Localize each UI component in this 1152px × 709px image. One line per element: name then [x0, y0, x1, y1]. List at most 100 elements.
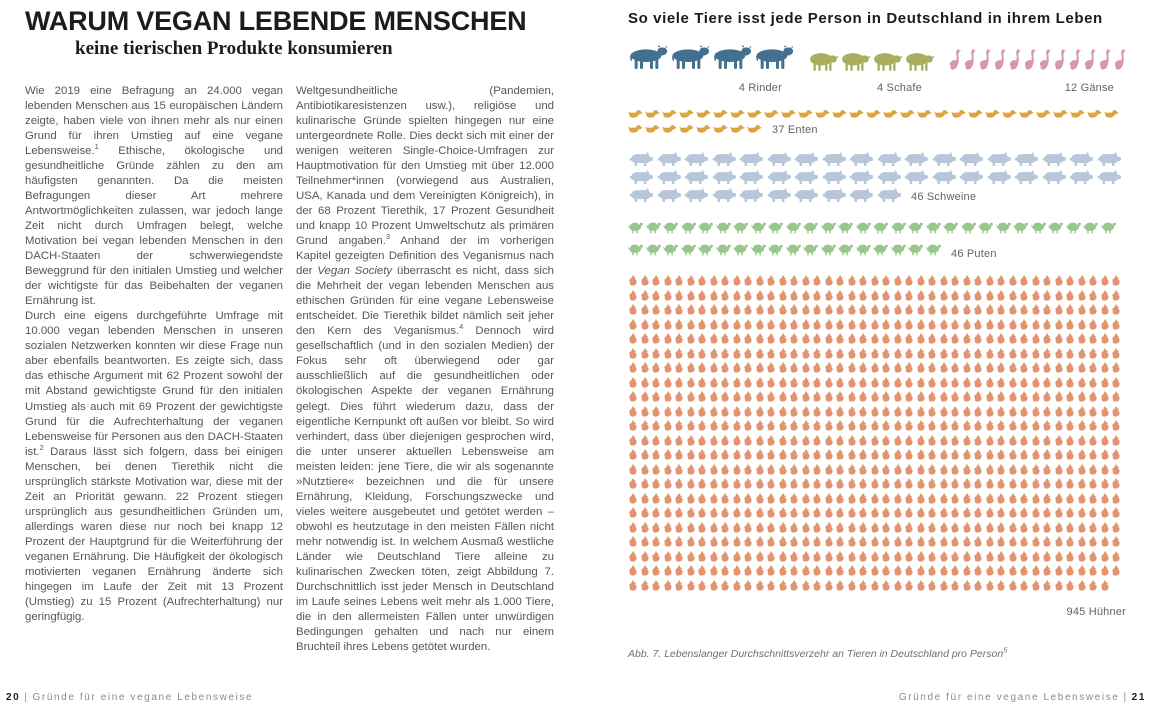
chicken-icon [985, 304, 996, 316]
chicken-icon [1042, 478, 1053, 490]
chicken-icon [640, 507, 651, 519]
chicken-icon [640, 391, 651, 403]
chicken-icon [1065, 304, 1076, 316]
chicken-icon [1019, 464, 1030, 476]
chicken-icon [640, 348, 651, 360]
chicken-icon [686, 406, 697, 418]
text-segment: überrascht es nicht, dass sich die Mehrh… [296, 265, 554, 338]
chicken-icon [996, 565, 1007, 577]
chicken-icon [801, 304, 812, 316]
chicken-icon [628, 493, 639, 505]
chicken-icon [973, 304, 984, 316]
chicken-icon [835, 362, 846, 374]
duck-icon [628, 108, 643, 121]
running-footer-right: Gründe für eine vegane Lebensweise [898, 692, 1120, 703]
chicken-icon [766, 377, 777, 389]
chicken-icon [1065, 449, 1076, 461]
sheep-icon [872, 51, 902, 73]
text-segment: Daraus lässt sich folgern, dass bei eini… [25, 445, 283, 624]
chicken-icon [720, 536, 731, 548]
chicken-icon [916, 391, 927, 403]
chicken-icon [1088, 333, 1099, 345]
chicken-icon [709, 565, 720, 577]
turkey-icon [838, 240, 854, 258]
chicken-icon [663, 319, 674, 331]
chicken-icon [904, 551, 915, 563]
chicken-icon [927, 420, 938, 432]
chicken-icon [881, 333, 892, 345]
chicken-icon [1088, 290, 1099, 302]
chicken-icon [996, 377, 1007, 389]
chicken-icon [789, 580, 800, 592]
chicken-icon [720, 551, 731, 563]
pig-icon [628, 151, 653, 167]
chicken-icon [904, 507, 915, 519]
chicken-icon [812, 319, 823, 331]
chicken-icon [812, 449, 823, 461]
picto-icons: 46 Schweine [628, 151, 1128, 205]
picto-group-rinder: 4 Rinder [628, 45, 796, 94]
chicken-icon [755, 406, 766, 418]
chicken-icon [812, 565, 823, 577]
chicken-icon [674, 522, 685, 534]
chicken-icon [870, 290, 881, 302]
picto-icons [628, 275, 1128, 594]
chicken-icon [743, 493, 754, 505]
turkey-icon [646, 240, 662, 258]
chicken-icon [789, 493, 800, 505]
chicken-icon [870, 420, 881, 432]
chicken-icon [663, 304, 674, 316]
chicken-icon [939, 464, 950, 476]
chicken-icon [1031, 420, 1042, 432]
chicken-icon [996, 580, 1007, 592]
chicken-icon [950, 319, 961, 331]
chicken-icon [1042, 449, 1053, 461]
duck-icon [679, 108, 694, 121]
chicken-icon [893, 420, 904, 432]
chicken-icon [812, 290, 823, 302]
chicken-icon [962, 377, 973, 389]
chicken-icon [628, 536, 639, 548]
pig-icon [986, 151, 1011, 167]
chicken-icon [973, 551, 984, 563]
chicken-icon [858, 493, 869, 505]
chicken-icon [962, 435, 973, 447]
chicken-icon [847, 464, 858, 476]
chicken-icon [663, 333, 674, 345]
chicken-icon [962, 522, 973, 534]
chicken-icon [835, 551, 846, 563]
chicken-icon [996, 493, 1007, 505]
chicken-icon [916, 464, 927, 476]
chicken-icon [709, 290, 720, 302]
chicken-icon [1008, 464, 1019, 476]
chicken-icon [640, 565, 651, 577]
chicken-icon [904, 536, 915, 548]
chicken-icon [801, 319, 812, 331]
chicken-icon [686, 449, 697, 461]
chicken-icon [1077, 435, 1088, 447]
body-paragraph: Durch eine eigens durchgeführte Umfrage … [25, 309, 283, 625]
chicken-icon [904, 391, 915, 403]
chicken-icon [1042, 493, 1053, 505]
chicken-icon [628, 348, 639, 360]
pig-icon [738, 151, 763, 167]
chicken-icon [1111, 333, 1122, 345]
chicken-icon [962, 551, 973, 563]
chicken-icon [1077, 420, 1088, 432]
chicken-icon [1031, 536, 1042, 548]
turkey-icon [838, 218, 854, 236]
chicken-icon [766, 391, 777, 403]
chicken-icon [927, 507, 938, 519]
chicken-icon [1088, 536, 1099, 548]
chicken-icon [996, 507, 1007, 519]
chicken-icon [1111, 536, 1122, 548]
chicken-icon [1054, 304, 1065, 316]
chicken-icon [916, 551, 927, 563]
chicken-icon [801, 536, 812, 548]
chicken-icon [858, 435, 869, 447]
pig-icon [656, 169, 681, 185]
chicken-icon [893, 551, 904, 563]
turkey-icon [856, 240, 872, 258]
chicken-icon [755, 565, 766, 577]
chicken-icon [996, 420, 1007, 432]
